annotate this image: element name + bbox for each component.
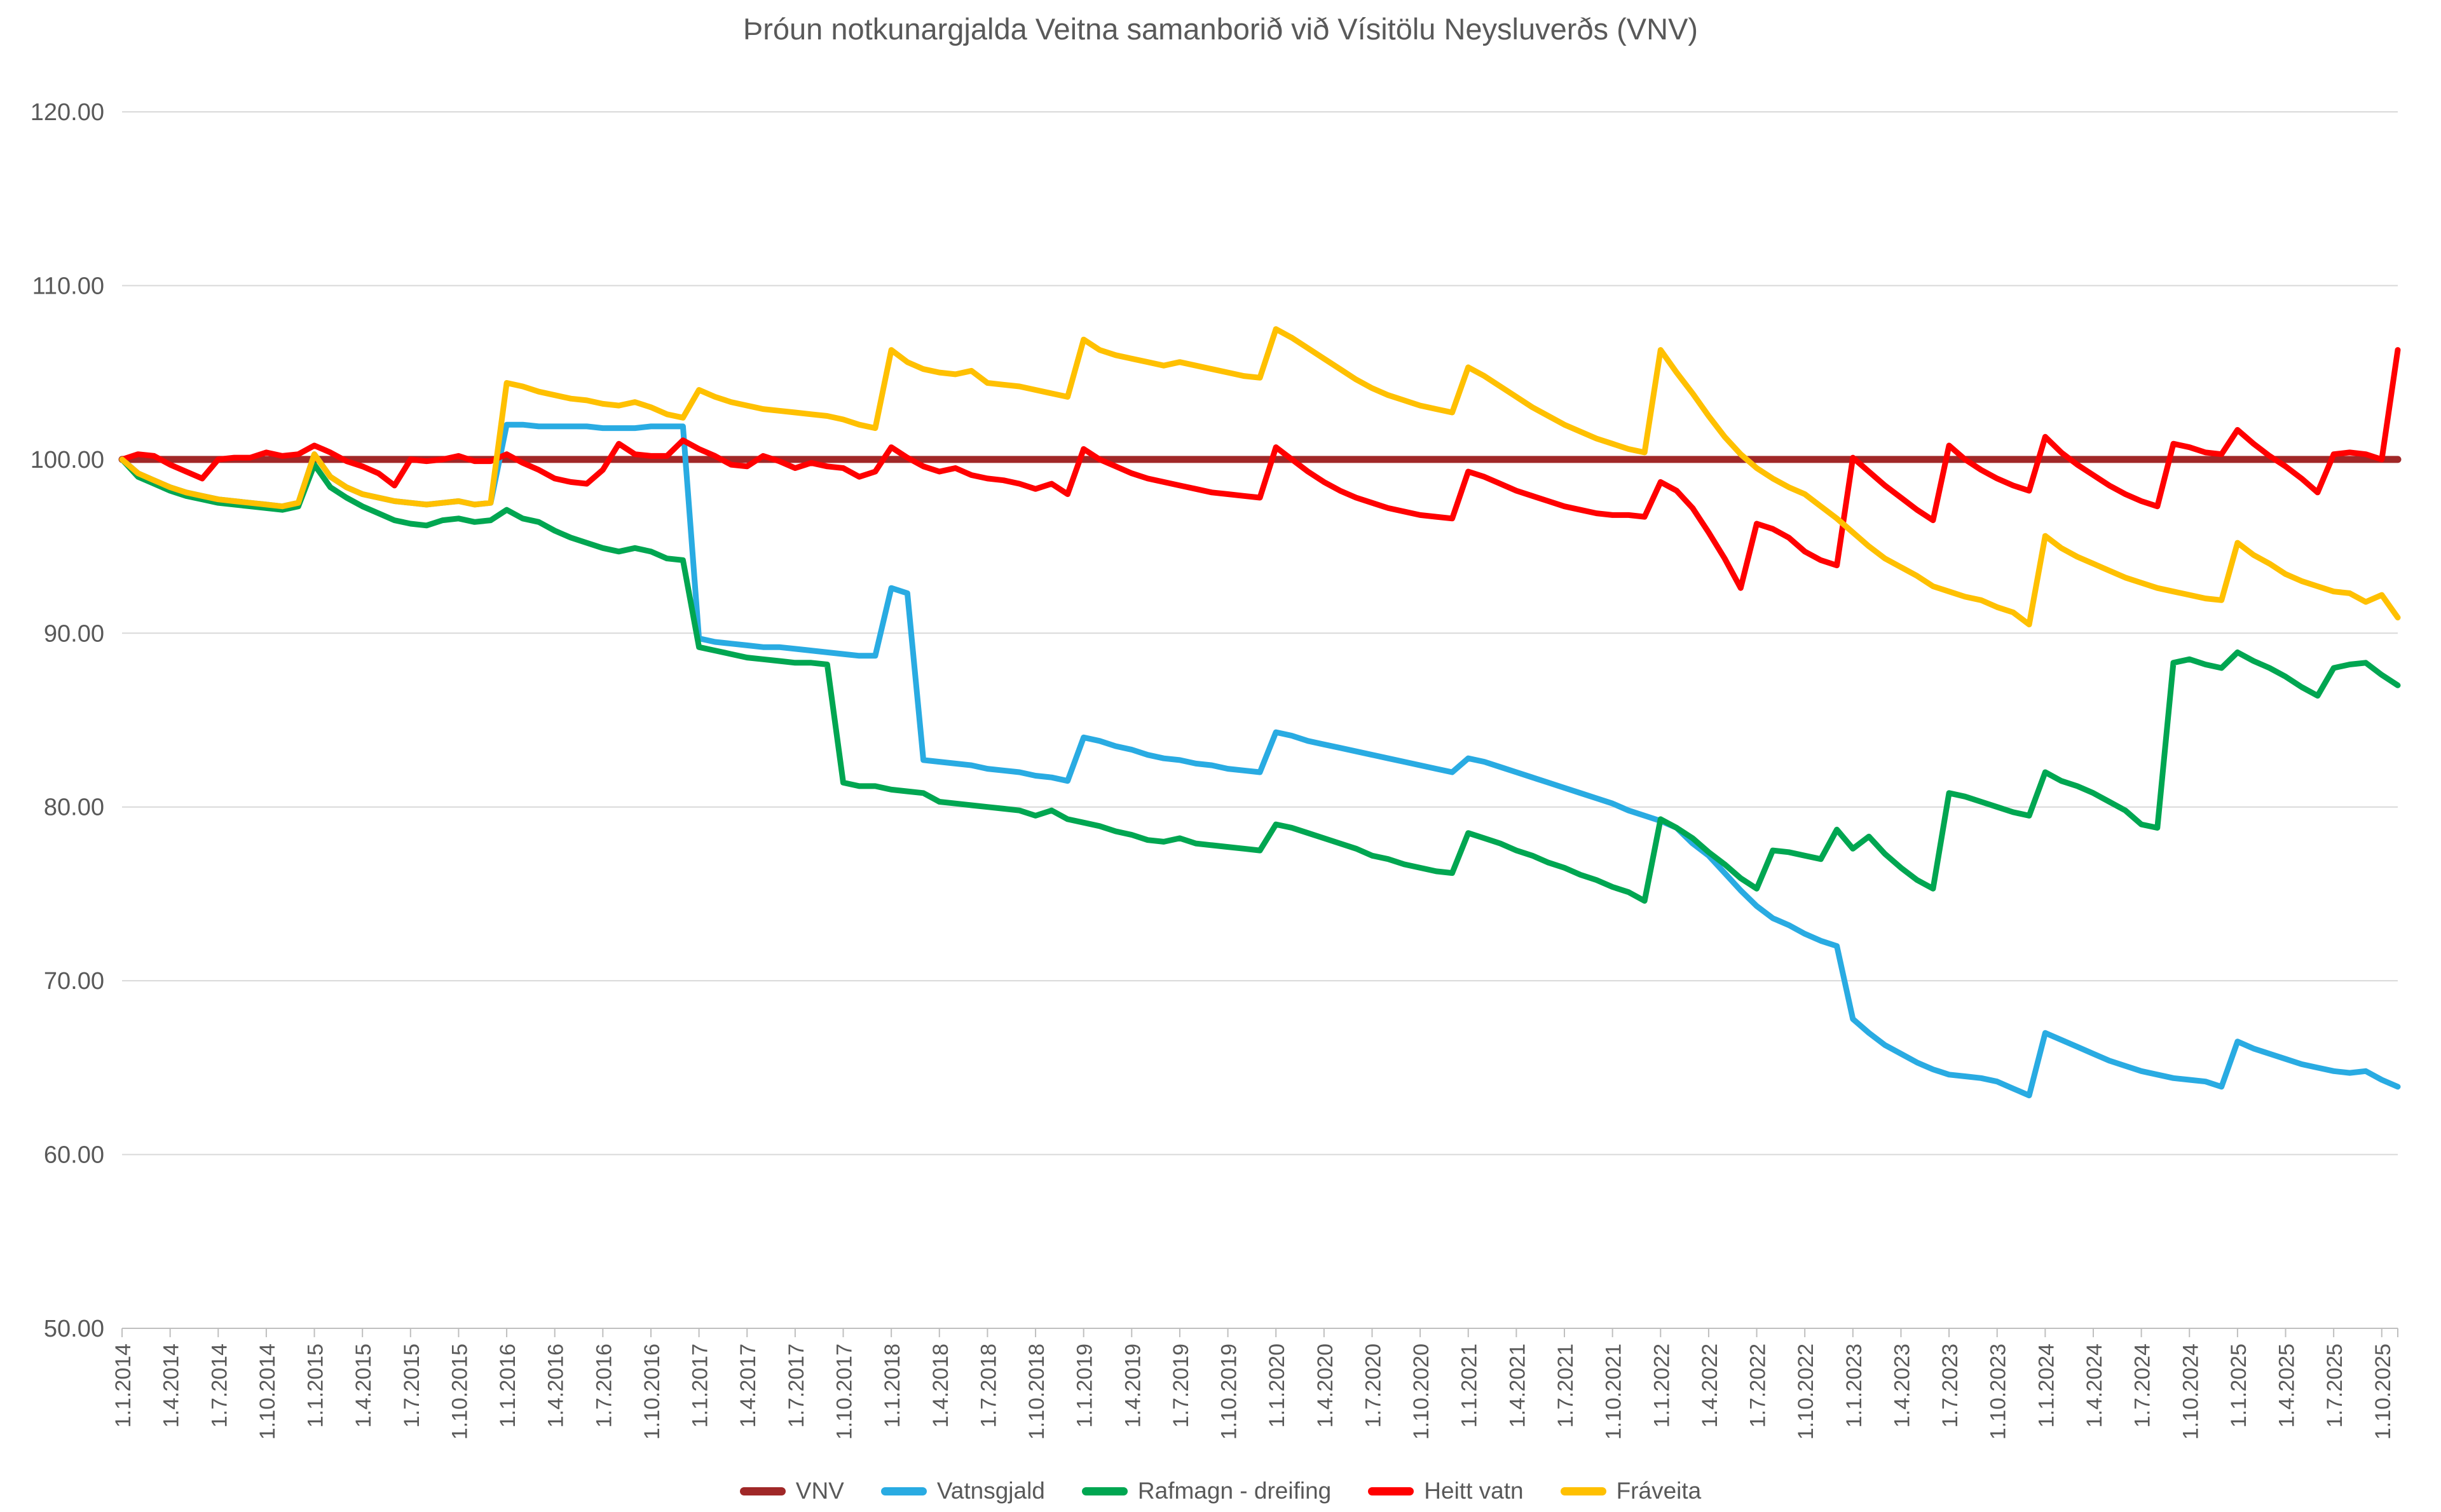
legend-item-heitt-vatn: Heitt vatn bbox=[1368, 1478, 1524, 1504]
x-axis-label: 1.1.2024 bbox=[2034, 1344, 2058, 1427]
x-axis-label: 1.10.2022 bbox=[1794, 1344, 1818, 1440]
x-axis-label: 1.4.2019 bbox=[1121, 1344, 1145, 1427]
y-axis-label-50: 50.00 bbox=[44, 1316, 104, 1342]
y-axis-label-90: 90.00 bbox=[44, 620, 104, 647]
legend-label-rafmagn: Rafmagn - dreifing bbox=[1137, 1478, 1332, 1504]
x-axis-label: 1.7.2018 bbox=[976, 1344, 1001, 1427]
chart-legend: VNV Vatnsgjald Rafmagn - dreifing Heitt … bbox=[0, 1478, 2441, 1504]
legend-swatch-heitt-vatn bbox=[1368, 1487, 1414, 1495]
x-axis-label: 1.10.2014 bbox=[256, 1344, 280, 1440]
x-axis-label: 1.7.2019 bbox=[1169, 1344, 1193, 1427]
legend-swatch-vnv bbox=[739, 1487, 786, 1495]
x-axis-label: 1.1.2017 bbox=[688, 1344, 713, 1427]
x-axis-label: 1.4.2025 bbox=[2275, 1344, 2299, 1427]
x-axis-label: 1.7.2015 bbox=[400, 1344, 424, 1427]
x-axis-label: 1.7.2023 bbox=[1938, 1344, 1962, 1427]
x-axis-label: 1.1.2023 bbox=[1842, 1344, 1866, 1427]
x-axis-label: 1.10.2021 bbox=[1602, 1344, 1626, 1440]
legend-item-vatnsgjald: Vatnsgjald bbox=[880, 1478, 1045, 1504]
x-axis-label: 1.1.2021 bbox=[1458, 1344, 1482, 1427]
x-axis-label: 1.1.2020 bbox=[1265, 1344, 1289, 1427]
x-axis-label: 1.10.2023 bbox=[1986, 1344, 2011, 1440]
x-axis-label: 1.7.2025 bbox=[2323, 1344, 2347, 1427]
x-axis-label: 1.10.2016 bbox=[640, 1344, 664, 1440]
legend-label-fraveita: Fráveita bbox=[1616, 1478, 1702, 1504]
series-line-4-fr-veita bbox=[119, 326, 2401, 628]
x-axis-label: 1.4.2015 bbox=[352, 1344, 376, 1427]
legend-swatch-vatnsgjald bbox=[880, 1487, 927, 1495]
legend-label-vnv: VNV bbox=[795, 1478, 844, 1504]
x-axis-label: 1.1.2022 bbox=[1650, 1344, 1674, 1427]
y-axis-label-100: 100.00 bbox=[31, 447, 104, 473]
legend-item-fraveita: Fráveita bbox=[1560, 1478, 1702, 1504]
x-axis-label: 1.4.2024 bbox=[2082, 1344, 2107, 1427]
x-axis-label: 1.1.2016 bbox=[496, 1344, 520, 1427]
x-axis-label: 1.10.2025 bbox=[2371, 1344, 2395, 1440]
y-axis-label-60: 60.00 bbox=[44, 1142, 104, 1169]
x-axis-label: 1.10.2018 bbox=[1025, 1344, 1049, 1440]
legend-label-heitt-vatn: Heitt vatn bbox=[1424, 1478, 1524, 1504]
x-axis-label: 1.1.2015 bbox=[304, 1344, 328, 1427]
x-axis-label: 1.10.2015 bbox=[448, 1344, 472, 1440]
x-axis-label: 1.7.2022 bbox=[1746, 1344, 1770, 1427]
series-line-2-rafmagn-dreifing bbox=[119, 456, 2401, 904]
x-axis-label: 1.10.2019 bbox=[1217, 1344, 1241, 1440]
x-axis-label: 1.4.2017 bbox=[736, 1344, 760, 1427]
x-axis-label: 1.4.2020 bbox=[1313, 1344, 1337, 1427]
series-line-3-heitt-vatn bbox=[119, 347, 2401, 591]
legend-swatch-rafmagn bbox=[1081, 1487, 1128, 1495]
x-axis-label: 1.4.2023 bbox=[1890, 1344, 1914, 1427]
x-axis-label: 1.7.2020 bbox=[1361, 1344, 1385, 1427]
legend-label-vatnsgjald: Vatnsgjald bbox=[936, 1478, 1045, 1504]
x-axis-label: 1.7.2017 bbox=[784, 1344, 809, 1427]
x-axis-label: 1.10.2024 bbox=[2178, 1344, 2203, 1440]
legend-item-rafmagn: Rafmagn - dreifing bbox=[1081, 1478, 1332, 1504]
x-axis-label: 1.4.2014 bbox=[160, 1344, 184, 1427]
y-axis-label-110: 110.00 bbox=[32, 273, 104, 299]
x-axis-label: 1.1.2014 bbox=[111, 1344, 135, 1427]
y-axis-label-80: 80.00 bbox=[44, 794, 104, 821]
x-axis-label: 1.7.2014 bbox=[207, 1344, 231, 1427]
legend-swatch-fraveita bbox=[1560, 1487, 1606, 1495]
x-axis-label: 1.4.2022 bbox=[1698, 1344, 1722, 1427]
x-axis-label: 1.10.2017 bbox=[833, 1344, 857, 1440]
x-axis-label: 1.4.2018 bbox=[929, 1344, 953, 1427]
x-axis-label: 1.10.2020 bbox=[1409, 1344, 1433, 1440]
x-axis-label: 1.7.2016 bbox=[592, 1344, 616, 1427]
x-axis-label: 1.4.2021 bbox=[1505, 1344, 1529, 1427]
chart-title: Þróun notkunargjalda Veitna samanborið v… bbox=[742, 12, 1699, 46]
x-axis-label: 1.1.2025 bbox=[2227, 1344, 2251, 1427]
y-axis-label-120: 120.00 bbox=[31, 99, 104, 126]
y-axis-label-70: 70.00 bbox=[44, 968, 104, 995]
x-axis-label: 1.1.2019 bbox=[1073, 1344, 1097, 1427]
series-line-1-vatnsgjald bbox=[119, 421, 2401, 1099]
x-axis-label: 1.4.2016 bbox=[544, 1344, 568, 1427]
legend-item-vnv: VNV bbox=[739, 1478, 844, 1504]
x-axis-label: 1.7.2024 bbox=[2131, 1344, 2155, 1427]
x-axis-label: 1.7.2021 bbox=[1554, 1344, 1578, 1427]
x-axis-label: 1.1.2018 bbox=[880, 1344, 905, 1427]
